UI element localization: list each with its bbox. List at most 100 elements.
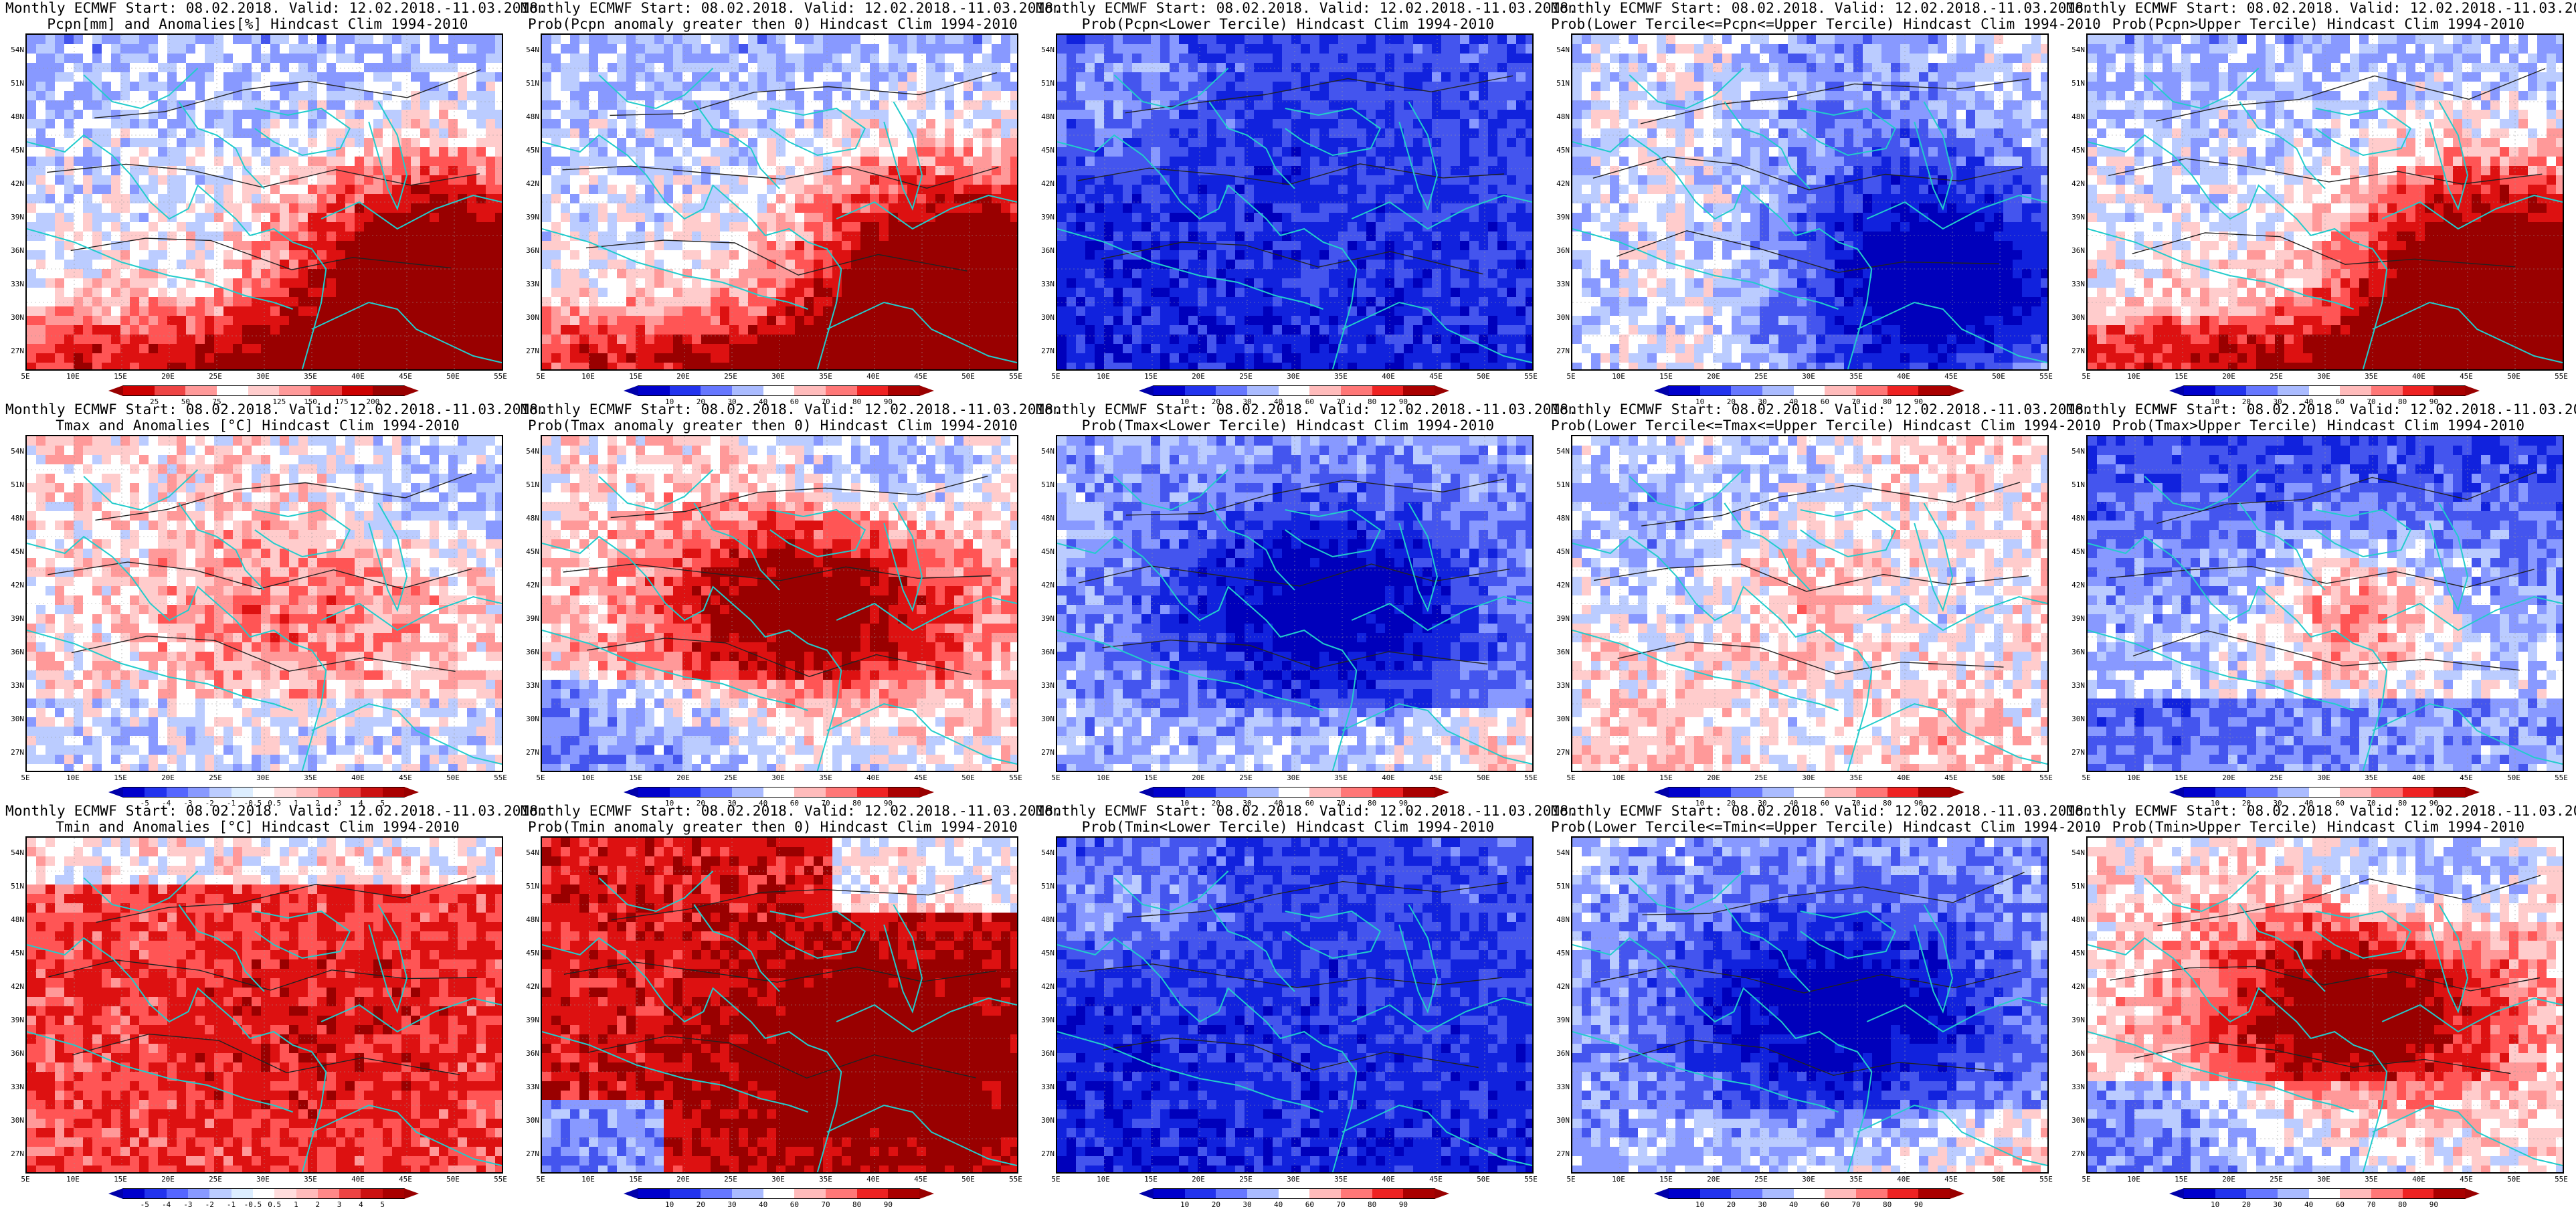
lon-tick-label: 45E	[1424, 372, 1448, 381]
lat-tick-label: 42N	[2066, 581, 2085, 589]
lon-tick-label: 55E	[2549, 372, 2573, 381]
lon-tick-label: 30E	[251, 372, 275, 381]
lon-tick-label: 30E	[2312, 372, 2336, 381]
lon-tick-label: 25E	[1749, 372, 1773, 381]
lon-tick-label: 35E	[1329, 372, 1353, 381]
panel-subtitle: Prob(Pcpn<Lower Tercile) Hindcast Clim 1…	[1036, 16, 1540, 32]
lon-tick-label: 5E	[2074, 1175, 2098, 1184]
lon-tick-label: 55E	[2549, 773, 2573, 782]
lat-tick-label: 39N	[1036, 1016, 1054, 1024]
lon-tick-label: 40E	[1376, 372, 1400, 381]
panel-subtitle: Prob(Tmax>Upper Tercile) Hindcast Clim 1…	[2066, 417, 2571, 434]
lon-tick-label: 40E	[2407, 773, 2431, 782]
colorbar-swatch	[123, 386, 155, 395]
lat-tick-label: 39N	[521, 1016, 539, 1024]
lon-tick-label: 45E	[909, 1175, 933, 1184]
colorbar-swatch	[383, 787, 404, 797]
colorbar-arrow-left	[2169, 787, 2184, 798]
lon-tick-label: 10E	[61, 1175, 85, 1184]
lon-tick-label: 10E	[576, 1175, 600, 1184]
colorbar-label: 60	[1815, 1200, 1835, 1209]
colorbar-swatch	[2184, 1189, 2215, 1198]
lon-tick-label: 5E	[529, 773, 553, 782]
colorbar-swatch	[1279, 386, 1310, 395]
lat-tick-label: 36N	[2066, 246, 2085, 255]
lon-tick-label: 20E	[1186, 773, 1210, 782]
colorbar-swatch	[1341, 787, 1372, 797]
lon-tick-label: 45E	[909, 372, 933, 381]
colorbar-swatch	[1309, 787, 1341, 797]
lat-tick-label: 45N	[2066, 949, 2085, 957]
colorbar-swatch	[1918, 787, 1950, 797]
colorbar-swatch	[1888, 1189, 1919, 1198]
colorbar-swatch	[1309, 386, 1341, 395]
lat-tick-label: 33N	[521, 280, 539, 288]
colorbar-swatch	[339, 1189, 361, 1198]
colorbar-arrow-left	[108, 385, 123, 396]
lon-tick-label: 15E	[108, 372, 132, 381]
lat-tick-label: 33N	[521, 681, 539, 690]
colorbar-swatch	[1341, 386, 1372, 395]
lon-tick-label: 5E	[1559, 1175, 1583, 1184]
colorbar-swatch	[1888, 386, 1919, 395]
lat-tick-label: 39N	[5, 1016, 24, 1024]
lat-tick-label: 54N	[521, 848, 539, 857]
map-panel: Monthly ECMWF Start: 08.02.2018. Valid: …	[2066, 401, 2571, 803]
colorbar-swatch	[318, 1189, 339, 1198]
lat-tick-label: 39N	[2066, 1016, 2085, 1024]
lon-tick-label: 50E	[2502, 773, 2526, 782]
colorbar-label: 70	[1846, 1200, 1866, 1209]
lat-tick-label: 39N	[2066, 614, 2085, 623]
colorbar-swatch	[1341, 1189, 1372, 1198]
lat-tick-label: 30N	[5, 715, 24, 723]
colorbar-swatch	[1918, 386, 1950, 395]
lat-tick-label: 54N	[1551, 447, 1570, 456]
lon-tick-label: 50E	[1987, 773, 2011, 782]
lat-tick-label: 30N	[1036, 715, 1054, 723]
lon-tick-label: 45E	[1939, 1175, 1963, 1184]
lon-tick-label: 45E	[1939, 372, 1963, 381]
colorbar-swatch	[2371, 787, 2403, 797]
map-canvas	[542, 838, 1017, 1172]
lon-tick-label: 20E	[1186, 372, 1210, 381]
colorbar-swatch	[279, 386, 310, 395]
lon-tick-label: 5E	[529, 372, 553, 381]
colorbar-swatch	[1731, 386, 1762, 395]
colorbar-label: 80	[2393, 1200, 2413, 1209]
lon-tick-label: 20E	[1701, 773, 1726, 782]
lon-tick-label: 30E	[1281, 1175, 1305, 1184]
lon-tick-label: 45E	[2454, 773, 2478, 782]
colorbar-swatch	[2246, 1189, 2278, 1198]
colorbar-swatch	[1154, 386, 1185, 395]
lon-tick-label: 25E	[1749, 773, 1773, 782]
colorbar-arrow-left	[1139, 787, 1154, 798]
lon-tick-label: 5E	[13, 1175, 37, 1184]
lon-tick-label: 25E	[1234, 372, 1258, 381]
colorbar-swatch	[2309, 787, 2340, 797]
colorbar-swatch	[1731, 1189, 1762, 1198]
lon-tick-label: 40E	[2407, 1175, 2431, 1184]
lon-tick-label: 15E	[1654, 372, 1678, 381]
lat-tick-label: 27N	[1551, 748, 1570, 757]
lat-tick-label: 30N	[1551, 715, 1570, 723]
panel-subtitle: Prob(Pcpn>Upper Tercile) Hindcast Clim 1…	[2066, 16, 2571, 32]
lon-tick-label: 25E	[203, 1175, 227, 1184]
lat-tick-label: 33N	[2066, 280, 2085, 288]
lon-tick-label: 25E	[203, 773, 227, 782]
lon-tick-label: 50E	[441, 372, 465, 381]
lat-tick-label: 51N	[5, 79, 24, 88]
lat-tick-label: 42N	[2066, 179, 2085, 188]
colorbar-swatch	[701, 386, 732, 395]
colorbar-label: 30	[1752, 1200, 1772, 1209]
lon-tick-label: 30E	[251, 1175, 275, 1184]
colorbar-swatch	[794, 787, 826, 797]
map-panel: Monthly ECMWF Start: 08.02.2018. Valid: …	[521, 803, 1025, 1204]
colorbar-swatch	[2246, 386, 2278, 395]
map-canvas	[1572, 35, 2047, 369]
colorbar-swatch	[1185, 1189, 1216, 1198]
panel-subtitle: Prob(Lower Tercile<=Pcpn<=Upper Tercile)…	[1551, 16, 2055, 32]
